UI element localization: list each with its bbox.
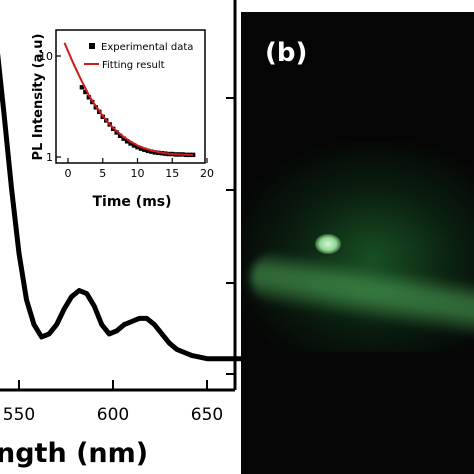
experimental-point — [138, 146, 144, 151]
inset-x-tick-label: 10 — [131, 167, 145, 180]
experimental-point — [152, 150, 158, 155]
experimental-point — [135, 145, 140, 150]
experimental-point — [149, 149, 154, 154]
bright-emission-spot — [315, 234, 341, 254]
legend-label-experimental: Experimental data — [101, 42, 193, 53]
main-x-ticks — [18, 380, 208, 390]
experimental-point — [131, 143, 137, 148]
experimental-point — [121, 136, 126, 141]
fit-curve — [63, 42, 194, 156]
inset-x-axis-label: Time (ms) — [92, 194, 171, 210]
legend-marker-experimental — [89, 43, 95, 49]
inset-y-tick-label: 10 — [39, 50, 53, 63]
main-x-tick-label: 650 — [191, 405, 223, 425]
main-x-tick-label: 550 — [3, 405, 35, 425]
inset-x-tick-label: 15 — [165, 167, 179, 180]
experimental-point — [79, 85, 85, 90]
inset-ticks — [56, 55, 208, 163]
fluorescence-image-panel: (b) — [241, 12, 474, 474]
experimental-point — [142, 147, 147, 152]
panel-b-label: (b) — [265, 38, 308, 68]
experimental-point — [145, 148, 151, 154]
experimental-point — [86, 95, 92, 100]
inset-legend: Experimental data Fitting result — [84, 42, 193, 71]
inset-plot: 0 5 10 15 20 1 10 PL Intensity (a.u) Time (ms)… — [31, 29, 214, 210]
inset-x-tick-label: 0 — [65, 167, 72, 180]
spectrum-line — [0, 52, 248, 362]
legend-label-fit: Fitting result — [102, 60, 165, 71]
main-x-tick-label: 600 — [97, 405, 129, 425]
experimental-point — [124, 139, 130, 144]
experimental-point — [83, 89, 88, 95]
inset-tick-labels: 0 5 10 15 20 1 10 — [39, 50, 214, 180]
inset-x-tick-label: 20 — [200, 167, 214, 180]
inset-x-tick-label: 5 — [99, 167, 106, 180]
main-plot: 550600650700 ngth (nm) — [0, 0, 317, 469]
main-x-axis-label: ngth (nm) — [0, 438, 148, 469]
inset-y-axis-label: PL Intensity (a.u) — [31, 34, 46, 161]
experimental-point — [117, 133, 123, 139]
inset-y-tick-label: 1 — [46, 151, 53, 164]
experimental-point — [128, 141, 133, 146]
